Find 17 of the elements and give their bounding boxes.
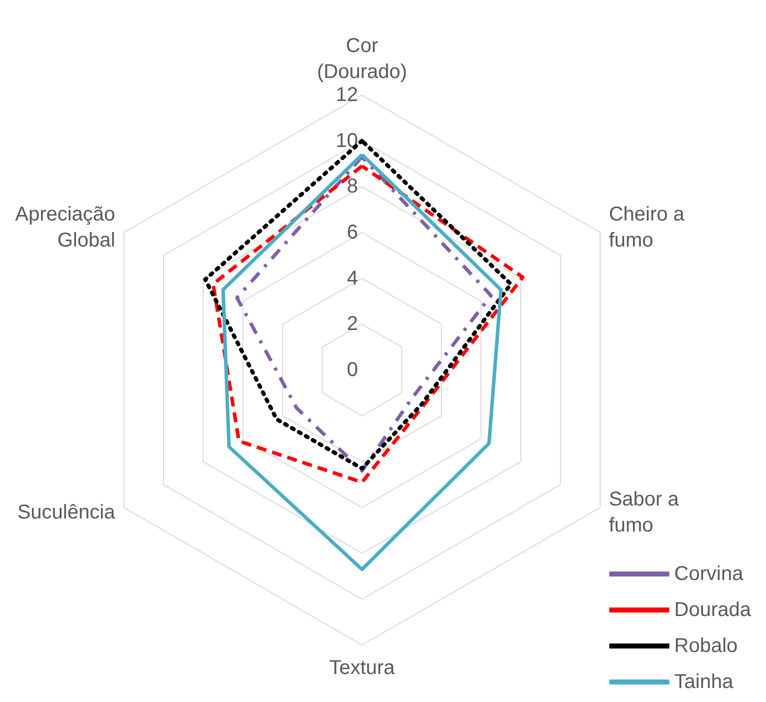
y-tick-label: 8	[346, 176, 358, 198]
y-tick-label: 4	[346, 267, 358, 290]
legend-label: Dourada	[674, 599, 752, 621]
spoke-label: Cor (Dourado)	[316, 35, 408, 83]
spoke-label: Apreciação Global	[15, 204, 116, 252]
legend-label: Tainha	[674, 671, 734, 693]
spoke-label: Suculência	[17, 502, 116, 524]
y-tick-label: 0	[346, 359, 358, 381]
y-tick-label: 10	[336, 130, 358, 152]
y-tick-label: 6	[346, 222, 358, 244]
spoke-label: Cheiro a fumo	[608, 204, 686, 252]
legend-label: Robalo	[674, 635, 738, 657]
spoke-label: Textura	[329, 657, 396, 679]
legend-label: Corvina	[674, 563, 744, 585]
y-tick-label: 12	[336, 84, 358, 106]
y-tick-label: 2	[346, 313, 358, 336]
spoke-label: Sabor a fumo	[608, 488, 680, 536]
